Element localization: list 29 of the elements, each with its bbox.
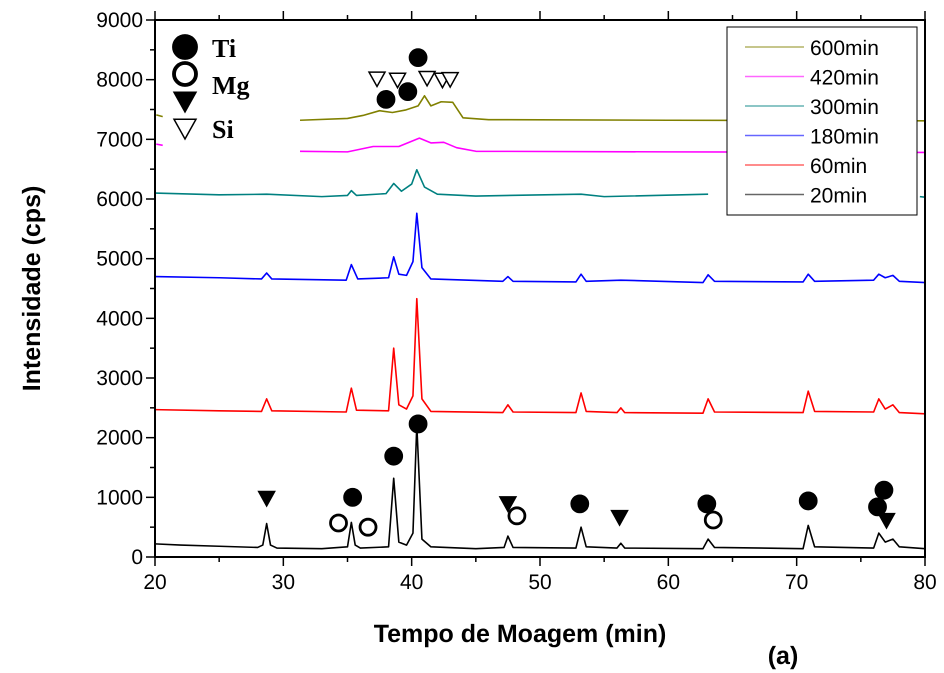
y-tick-label: 4000 bbox=[96, 307, 143, 330]
y-tick-label: 6000 bbox=[96, 188, 143, 211]
legend-label: 20min bbox=[810, 184, 868, 208]
y-tick-label: 0 bbox=[131, 546, 143, 569]
x-tick-label: 20 bbox=[143, 571, 167, 594]
legend-label: Mg bbox=[212, 71, 250, 100]
legend-label: 420min bbox=[810, 66, 879, 90]
x-tick-label: 50 bbox=[528, 571, 552, 594]
x-axis-title: Tempo de Moagem (min) bbox=[374, 620, 666, 648]
y-tick-label: 2000 bbox=[96, 426, 143, 450]
legend-label: 60min bbox=[810, 155, 868, 178]
x-tick-label: 40 bbox=[400, 571, 424, 594]
legend-label: 600min bbox=[810, 37, 879, 60]
y-axis-title: Intensidade (cps) bbox=[18, 186, 46, 392]
y-tick-label: 3000 bbox=[96, 367, 143, 390]
y-tick-label: 5000 bbox=[96, 248, 143, 271]
legend-label: Ti bbox=[212, 34, 236, 63]
x-tick-label: 70 bbox=[784, 571, 808, 594]
x-tick-label: 80 bbox=[913, 571, 937, 594]
text: (a) bbox=[768, 642, 798, 670]
x-tick-label: 60 bbox=[656, 571, 680, 594]
y-tick-label: 1000 bbox=[96, 486, 143, 510]
legend-label: 180min bbox=[810, 126, 879, 148]
legend-label: 300min bbox=[810, 96, 879, 119]
x-tick-label: 30 bbox=[272, 571, 296, 594]
legend-label: Si bbox=[212, 115, 234, 144]
y-tick-label: 9000 bbox=[96, 9, 143, 32]
y-tick-label: 8000 bbox=[96, 68, 143, 92]
y-tick-label: 7000 bbox=[96, 128, 143, 152]
